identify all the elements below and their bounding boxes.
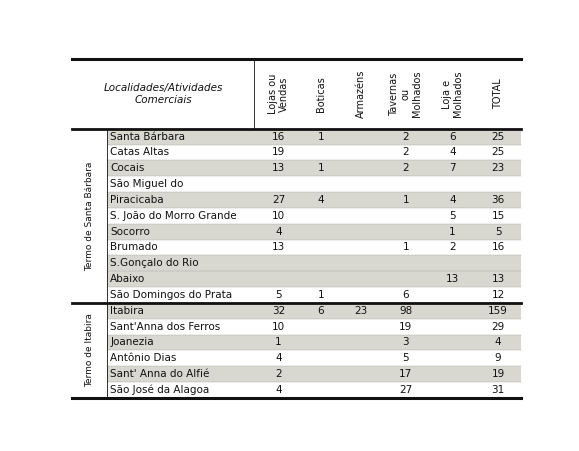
Bar — [108, 366, 521, 382]
Text: Tavernas
ou
Molhados: Tavernas ou Molhados — [389, 71, 423, 117]
Text: Armazéns: Armazéns — [356, 70, 366, 118]
Bar — [108, 224, 521, 239]
Bar — [108, 255, 521, 271]
Text: 3: 3 — [402, 337, 409, 348]
Text: S.Gonçalo do Rio: S.Gonçalo do Rio — [110, 258, 199, 268]
Bar — [108, 303, 521, 319]
Text: 15: 15 — [492, 211, 505, 221]
Text: 5: 5 — [275, 290, 282, 300]
Text: 13: 13 — [272, 163, 285, 173]
Text: 13: 13 — [272, 243, 285, 253]
Text: 5: 5 — [495, 227, 501, 237]
Text: 4: 4 — [449, 147, 456, 157]
Text: 6: 6 — [318, 306, 324, 316]
Text: 19: 19 — [272, 147, 285, 157]
Text: 98: 98 — [399, 306, 412, 316]
Text: 9: 9 — [495, 353, 501, 364]
Text: Joanezia: Joanezia — [110, 337, 154, 348]
Text: 5: 5 — [402, 353, 409, 364]
Text: Lojas ou
Vendas: Lojas ou Vendas — [267, 74, 290, 114]
Text: 1: 1 — [318, 290, 324, 300]
Text: Loja e
Molhados: Loja e Molhados — [442, 71, 463, 117]
Text: Termo de Itabira: Termo de Itabira — [86, 313, 94, 387]
Text: 16: 16 — [492, 243, 505, 253]
Text: 4: 4 — [449, 195, 456, 205]
Text: São Miguel do: São Miguel do — [110, 179, 184, 189]
Text: 1: 1 — [402, 195, 409, 205]
Text: 10: 10 — [272, 211, 285, 221]
Text: 4: 4 — [275, 385, 282, 395]
Text: Cocais: Cocais — [110, 163, 145, 173]
Text: 36: 36 — [492, 195, 505, 205]
Text: 159: 159 — [488, 306, 508, 316]
Bar — [108, 129, 521, 145]
Text: 4: 4 — [318, 195, 324, 205]
Text: 13: 13 — [446, 274, 459, 284]
Text: 17: 17 — [399, 369, 412, 379]
Text: TOTAL: TOTAL — [493, 78, 503, 110]
Text: 29: 29 — [492, 322, 505, 331]
Text: 2: 2 — [402, 132, 409, 142]
Text: Santa Bárbara: Santa Bárbara — [110, 132, 185, 142]
Text: 4: 4 — [275, 353, 282, 364]
Text: 5: 5 — [449, 211, 456, 221]
Text: 31: 31 — [492, 385, 505, 395]
Bar — [108, 335, 521, 350]
Text: 25: 25 — [492, 147, 505, 157]
Text: São José da Alagoa: São José da Alagoa — [110, 385, 210, 395]
Text: Abaixo: Abaixo — [110, 274, 145, 284]
Text: 13: 13 — [492, 274, 505, 284]
Text: 1: 1 — [318, 132, 324, 142]
Text: 2: 2 — [402, 163, 409, 173]
Text: 32: 32 — [272, 306, 285, 316]
Text: Termo de Santa Bárbara: Termo de Santa Bárbara — [86, 161, 94, 271]
Bar — [108, 161, 521, 176]
Text: São Domingos do Prata: São Domingos do Prata — [110, 290, 232, 300]
Text: 1: 1 — [449, 227, 456, 237]
Text: Socorro: Socorro — [110, 227, 150, 237]
Text: Antônio Dias: Antônio Dias — [110, 353, 177, 364]
Text: Sant'Anna dos Ferros: Sant'Anna dos Ferros — [110, 322, 221, 331]
Text: 19: 19 — [399, 322, 412, 331]
Text: Brumado: Brumado — [110, 243, 157, 253]
Text: 23: 23 — [354, 306, 367, 316]
Text: 23: 23 — [492, 163, 505, 173]
Bar — [108, 192, 521, 208]
Text: 10: 10 — [272, 322, 285, 331]
Text: 7: 7 — [449, 163, 456, 173]
Text: Itabira: Itabira — [110, 306, 144, 316]
Text: Catas Altas: Catas Altas — [110, 147, 169, 157]
Text: 1: 1 — [318, 163, 324, 173]
Text: 27: 27 — [272, 195, 285, 205]
Text: S. João do Morro Grande: S. João do Morro Grande — [110, 211, 237, 221]
Text: Localidades/Atividades
Comerciais: Localidades/Atividades Comerciais — [104, 83, 223, 105]
Text: 2: 2 — [449, 243, 456, 253]
Text: 6: 6 — [449, 132, 456, 142]
Text: Sant' Anna do Alfié: Sant' Anna do Alfié — [110, 369, 210, 379]
Text: 4: 4 — [275, 227, 282, 237]
Text: 12: 12 — [492, 290, 505, 300]
Text: 2: 2 — [402, 147, 409, 157]
Text: 27: 27 — [399, 385, 412, 395]
Text: Piracicaba: Piracicaba — [110, 195, 164, 205]
Text: 1: 1 — [402, 243, 409, 253]
Text: 16: 16 — [272, 132, 285, 142]
Text: 19: 19 — [492, 369, 505, 379]
Text: 25: 25 — [492, 132, 505, 142]
Bar — [108, 271, 521, 287]
Text: 4: 4 — [495, 337, 501, 348]
Text: 2: 2 — [275, 369, 282, 379]
Text: Boticas: Boticas — [316, 76, 326, 112]
Text: 1: 1 — [275, 337, 282, 348]
Text: 6: 6 — [402, 290, 409, 300]
